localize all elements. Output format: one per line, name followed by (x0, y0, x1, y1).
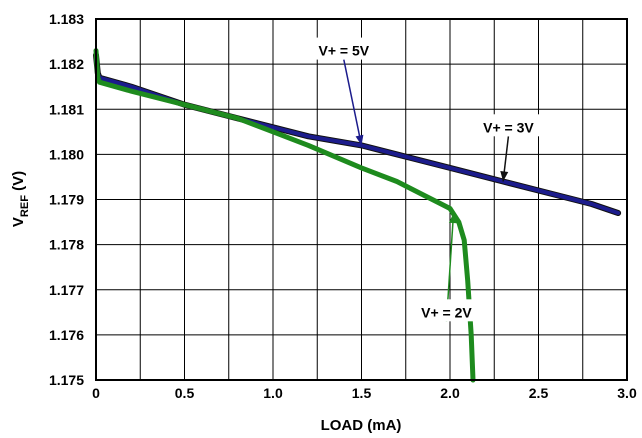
x-tick-label: 3.0 (617, 385, 637, 401)
y-tick-label: 1.178 (49, 237, 84, 253)
plot-frame (95, 18, 628, 381)
annotation-arrow-line (343, 59, 363, 146)
series-layer (93, 48, 622, 383)
series-line-2 (94, 57, 621, 215)
x-tick-label: 1.5 (352, 385, 372, 401)
annotation-label-bg (304, 37, 383, 60)
x-axis-title: LOAD (mA) (321, 417, 402, 434)
y-tick-label: 1.176 (49, 327, 84, 343)
x-tick-label: 2.5 (529, 385, 549, 401)
y-tick-label: 1.179 (49, 192, 84, 208)
annotation-2: V+ = 3V (469, 114, 548, 182)
series-line-3 (93, 48, 476, 383)
annotation-label-bg (407, 299, 486, 322)
y-tick-label: 1.183 (49, 11, 84, 27)
x-tick-label: 1.0 (263, 385, 283, 401)
annotation-1: V+ = 5V (304, 37, 383, 146)
y-tick-labels: 1.175 1.176 1.177 1.178 1.179 1.180 1.181 1.182… (49, 11, 84, 388)
x-tick-labels: 0 0.5 1.0 1.5 2.0 2.5 3.0 (92, 385, 637, 401)
annotation-label: V+ = 5V (319, 43, 370, 59)
annotation-arrow-head (500, 171, 509, 182)
annotation-arrow-head (448, 213, 457, 224)
y-tick-label: 1.175 (49, 372, 84, 388)
annotation-label: V+ = 3V (483, 119, 534, 135)
annotation-label-bg (469, 114, 548, 137)
y-tick-label: 1.182 (49, 56, 84, 72)
annotations: V+ = 5V V+ = 3V V+ = 2V (304, 37, 548, 322)
y-tick-label: 1.181 (49, 101, 84, 117)
annotation-3: V+ = 2V (407, 212, 486, 322)
y-tick-label: 1.180 (49, 146, 84, 162)
annotation-arrow-head (355, 134, 364, 146)
y-axis-title: VREF (V) (10, 171, 31, 227)
y-tick-label: 1.177 (49, 282, 84, 298)
x-tick-label: 2.0 (440, 385, 460, 401)
x-tick-label: 0.5 (175, 385, 195, 401)
x-tick-label: 0 (92, 385, 100, 401)
annotation-label: V+ = 2V (421, 304, 472, 320)
